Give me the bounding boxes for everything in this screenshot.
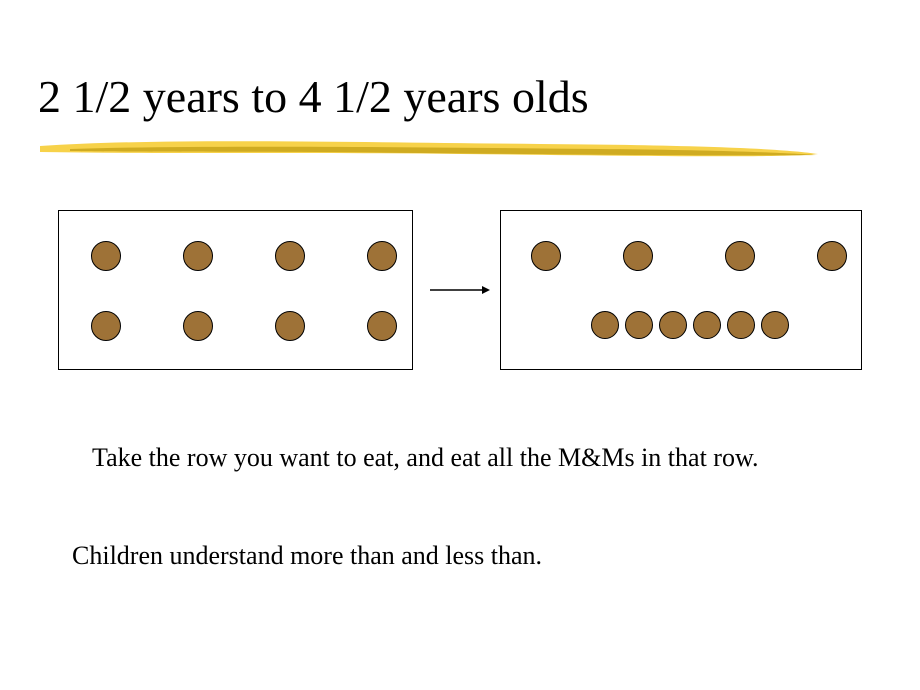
- mm-dot: [693, 311, 721, 339]
- mm-dot: [623, 241, 653, 271]
- mm-dot: [91, 311, 121, 341]
- mm-dot: [275, 311, 305, 341]
- slide-title: 2 1/2 years to 4 1/2 years olds: [38, 72, 589, 123]
- slide: 2 1/2 years to 4 1/2 years olds Take the…: [0, 0, 920, 690]
- mm-dot: [725, 241, 755, 271]
- mm-dot: [659, 311, 687, 339]
- left-box: [58, 210, 413, 370]
- title-underline: [40, 140, 820, 158]
- mm-dot: [183, 241, 213, 271]
- mm-dot: [591, 311, 619, 339]
- mm-dot: [625, 311, 653, 339]
- mm-dot: [183, 311, 213, 341]
- caption-line-1: Take the row you want to eat, and eat al…: [92, 442, 759, 473]
- mm-dot: [275, 241, 305, 271]
- mm-dot: [367, 241, 397, 271]
- mm-dot: [91, 241, 121, 271]
- mm-dot: [531, 241, 561, 271]
- mm-dot: [817, 241, 847, 271]
- mm-dot: [727, 311, 755, 339]
- right-box: [500, 210, 862, 370]
- mm-dot: [367, 311, 397, 341]
- caption-line-2: Children understand more than and less t…: [72, 540, 542, 571]
- mm-dot: [761, 311, 789, 339]
